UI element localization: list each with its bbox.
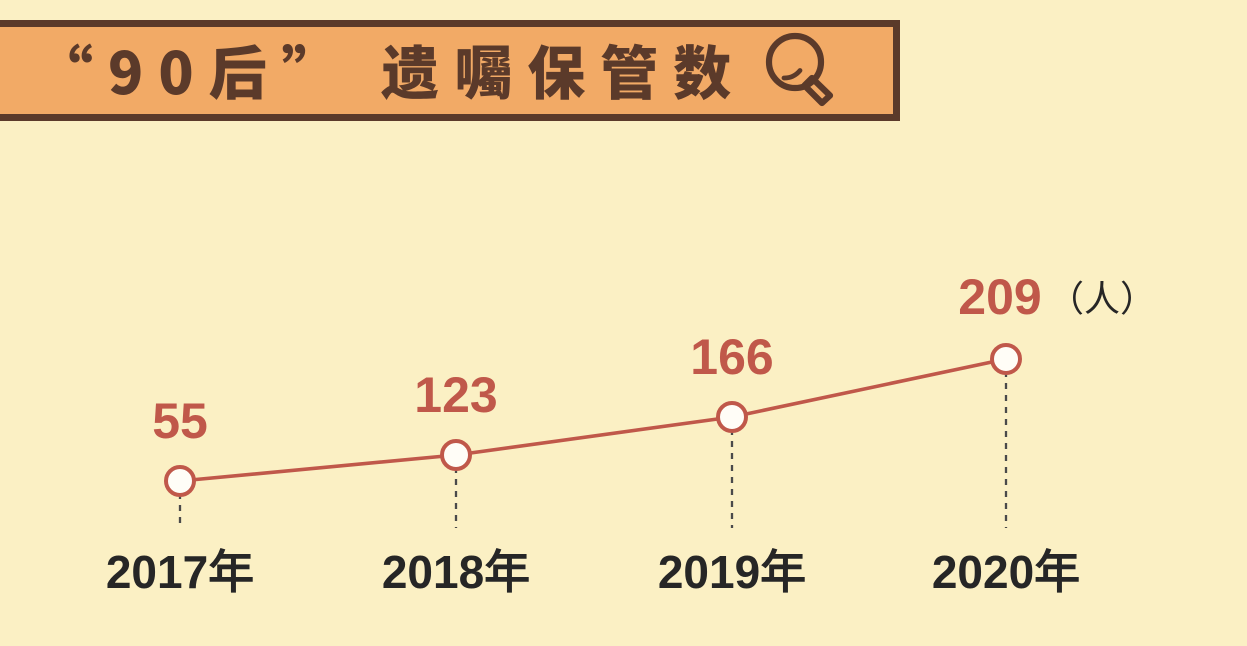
svg-text:166: 166 xyxy=(690,329,773,385)
svg-text:（人）: （人） xyxy=(1048,278,1156,319)
svg-text:2017年: 2017年 xyxy=(106,546,254,598)
svg-text:2020年: 2020年 xyxy=(932,546,1080,598)
svg-text:2019年: 2019年 xyxy=(658,546,806,598)
svg-text:123: 123 xyxy=(414,367,497,423)
svg-text:209: 209 xyxy=(958,269,1041,325)
svg-text:55: 55 xyxy=(152,393,208,449)
svg-text:2018年: 2018年 xyxy=(382,546,530,598)
